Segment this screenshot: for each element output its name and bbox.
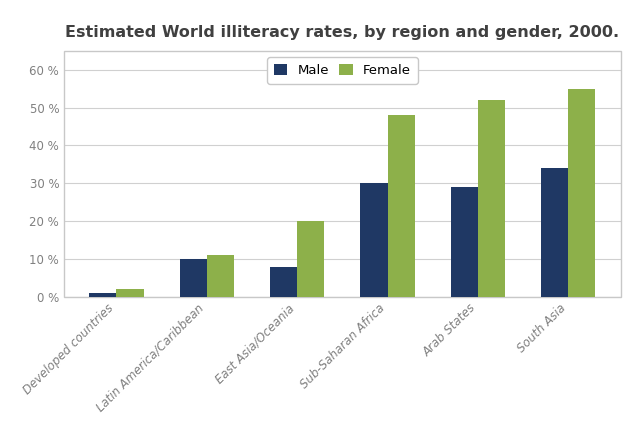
Bar [297,221,324,297]
Bar [64,51,621,297]
Bar [180,259,207,297]
Bar [478,100,505,297]
Bar [360,183,388,297]
Bar [207,255,234,297]
Bar [388,115,415,297]
Bar [541,168,568,297]
Bar [451,187,478,297]
Legend: Male, Female: Male, Female [267,58,418,84]
Bar [90,293,116,297]
Bar [116,289,143,297]
Title: Estimated World illiteracy rates, by region and gender, 2000.: Estimated World illiteracy rates, by reg… [65,25,620,40]
Bar [270,267,297,297]
Bar [568,89,595,297]
